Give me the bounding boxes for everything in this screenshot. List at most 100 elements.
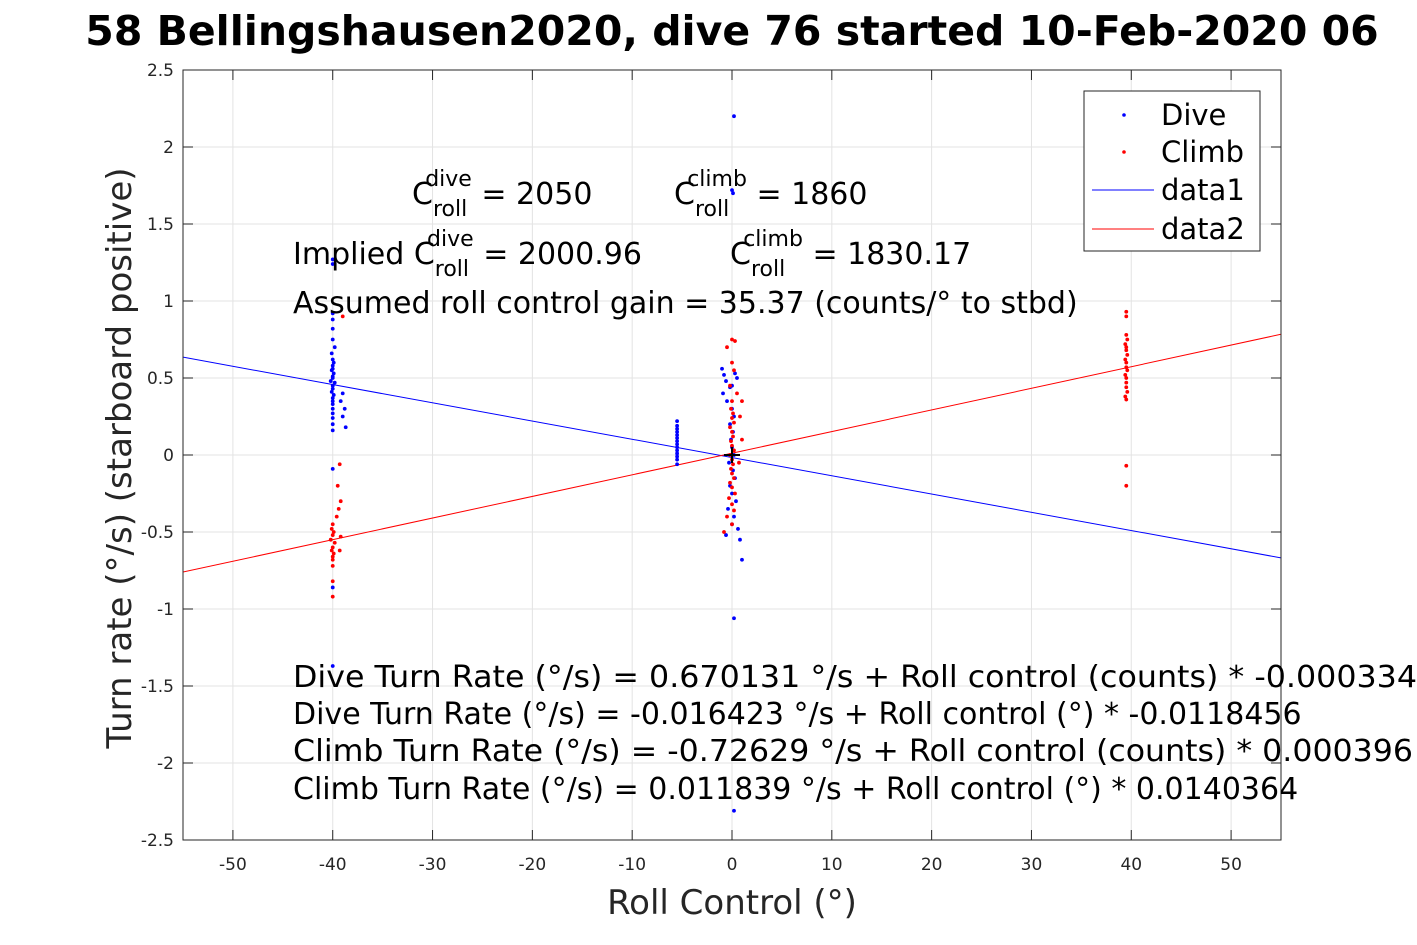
axes-box (182, 69, 1282, 841)
climb-point (1125, 368, 1130, 373)
legend-climb-label: Climb (1161, 135, 1244, 169)
climb-point (1124, 463, 1129, 468)
climb-point (1124, 397, 1129, 402)
y-axis-label: Turn rate (°/s) (starboard positive) (100, 167, 140, 749)
climb-point (338, 534, 343, 539)
dive-point (675, 430, 679, 434)
climb-point (338, 499, 343, 504)
climb-point (730, 416, 734, 420)
climb-point (729, 439, 733, 444)
dive-point (331, 393, 336, 397)
climb-point (1123, 394, 1128, 399)
climb-point (1123, 373, 1128, 377)
climb-point (1123, 342, 1128, 347)
dive-point (340, 391, 345, 396)
dive-point (720, 366, 724, 371)
dive-point (330, 664, 335, 668)
climb-point (731, 462, 735, 467)
dive-point (675, 448, 679, 453)
c-roll-climb-annotation: Crollclimb = 1860 (674, 167, 867, 222)
climb-point (730, 485, 734, 490)
dive-point (332, 380, 337, 385)
y-tick-label: 2 (163, 138, 174, 158)
climb-point (1124, 348, 1129, 353)
dive-point (722, 373, 726, 377)
y-tick-label: -2 (157, 754, 174, 774)
climb-point (329, 548, 334, 553)
dive-point (331, 360, 336, 365)
dive-point (675, 436, 679, 440)
climb-point (1124, 314, 1129, 319)
climb-point (1123, 357, 1128, 362)
dive-counts-equation: Dive Turn Rate (°/s) = 0.670131 °/s + Ro… (293, 660, 1417, 695)
dive-point (330, 466, 335, 471)
dive-point (675, 433, 679, 437)
x-tick-label: 40 (1120, 855, 1142, 875)
x-tick-label: -30 (419, 855, 447, 875)
climb-point (732, 368, 736, 373)
dive-point (721, 391, 725, 396)
center-marker (724, 447, 740, 463)
climb-point (1124, 360, 1129, 365)
dive-point (675, 445, 679, 450)
climb-point (722, 530, 726, 534)
climb-point (330, 594, 335, 599)
dive-point (329, 389, 334, 394)
climb-point (1124, 385, 1129, 390)
y-tick-label: -1.5 (141, 677, 174, 697)
legend-climb-marker (1122, 150, 1126, 154)
climb-point (730, 360, 734, 365)
climb-point (731, 434, 735, 439)
dive-point (724, 533, 728, 537)
climb-point (730, 430, 734, 434)
implied-c-roll-dive-annotation: Implied Crolldive = 2000.96 (293, 227, 642, 282)
dive-point (740, 557, 744, 562)
legend-dive-label: Dive (1161, 98, 1226, 132)
climb-point (732, 420, 736, 425)
dive-point (330, 383, 335, 388)
climb-point (337, 548, 342, 553)
legend-box (1083, 90, 1261, 252)
dive-point (733, 371, 737, 376)
dive-point (730, 491, 734, 496)
climb-point (1124, 376, 1129, 380)
climb-point (740, 437, 744, 442)
climb-point (737, 460, 741, 465)
climb-counts-equation: Climb Turn Rate (°/s) = -0.72629 °/s + R… (293, 734, 1413, 769)
climb-point (725, 345, 729, 350)
dive-point (727, 460, 731, 465)
dive-point (330, 337, 335, 342)
dive-point (331, 371, 336, 376)
climb-point (1125, 353, 1130, 357)
climb-point (331, 530, 336, 534)
dive-point (330, 416, 335, 420)
dive-point (732, 514, 736, 519)
dive-point (329, 351, 334, 356)
climb-point (730, 502, 734, 507)
climb-point (337, 462, 342, 467)
x-tick-label: -40 (319, 855, 347, 875)
climb-point (735, 391, 739, 396)
dive-point (675, 451, 679, 456)
dive-point (736, 527, 740, 531)
climb-point (725, 514, 729, 519)
climb-point (332, 540, 337, 545)
dive-point (732, 114, 736, 119)
y-tick-label: -2.5 (141, 831, 174, 851)
climb-point (1124, 345, 1129, 350)
dive-point (332, 345, 337, 350)
climb-point (733, 491, 737, 496)
climb-point (1124, 365, 1129, 370)
y-tick-label: -1 (157, 600, 174, 620)
climb-point (732, 448, 736, 453)
climb-point (330, 554, 335, 559)
legend-data1-label: data1 (1161, 173, 1245, 207)
dive-point (330, 257, 335, 262)
dive-point (735, 376, 739, 380)
dive-point (730, 188, 734, 193)
dive-point (330, 386, 335, 391)
dive-point (330, 326, 335, 331)
climb-point (730, 399, 734, 403)
climb-point (328, 537, 333, 542)
